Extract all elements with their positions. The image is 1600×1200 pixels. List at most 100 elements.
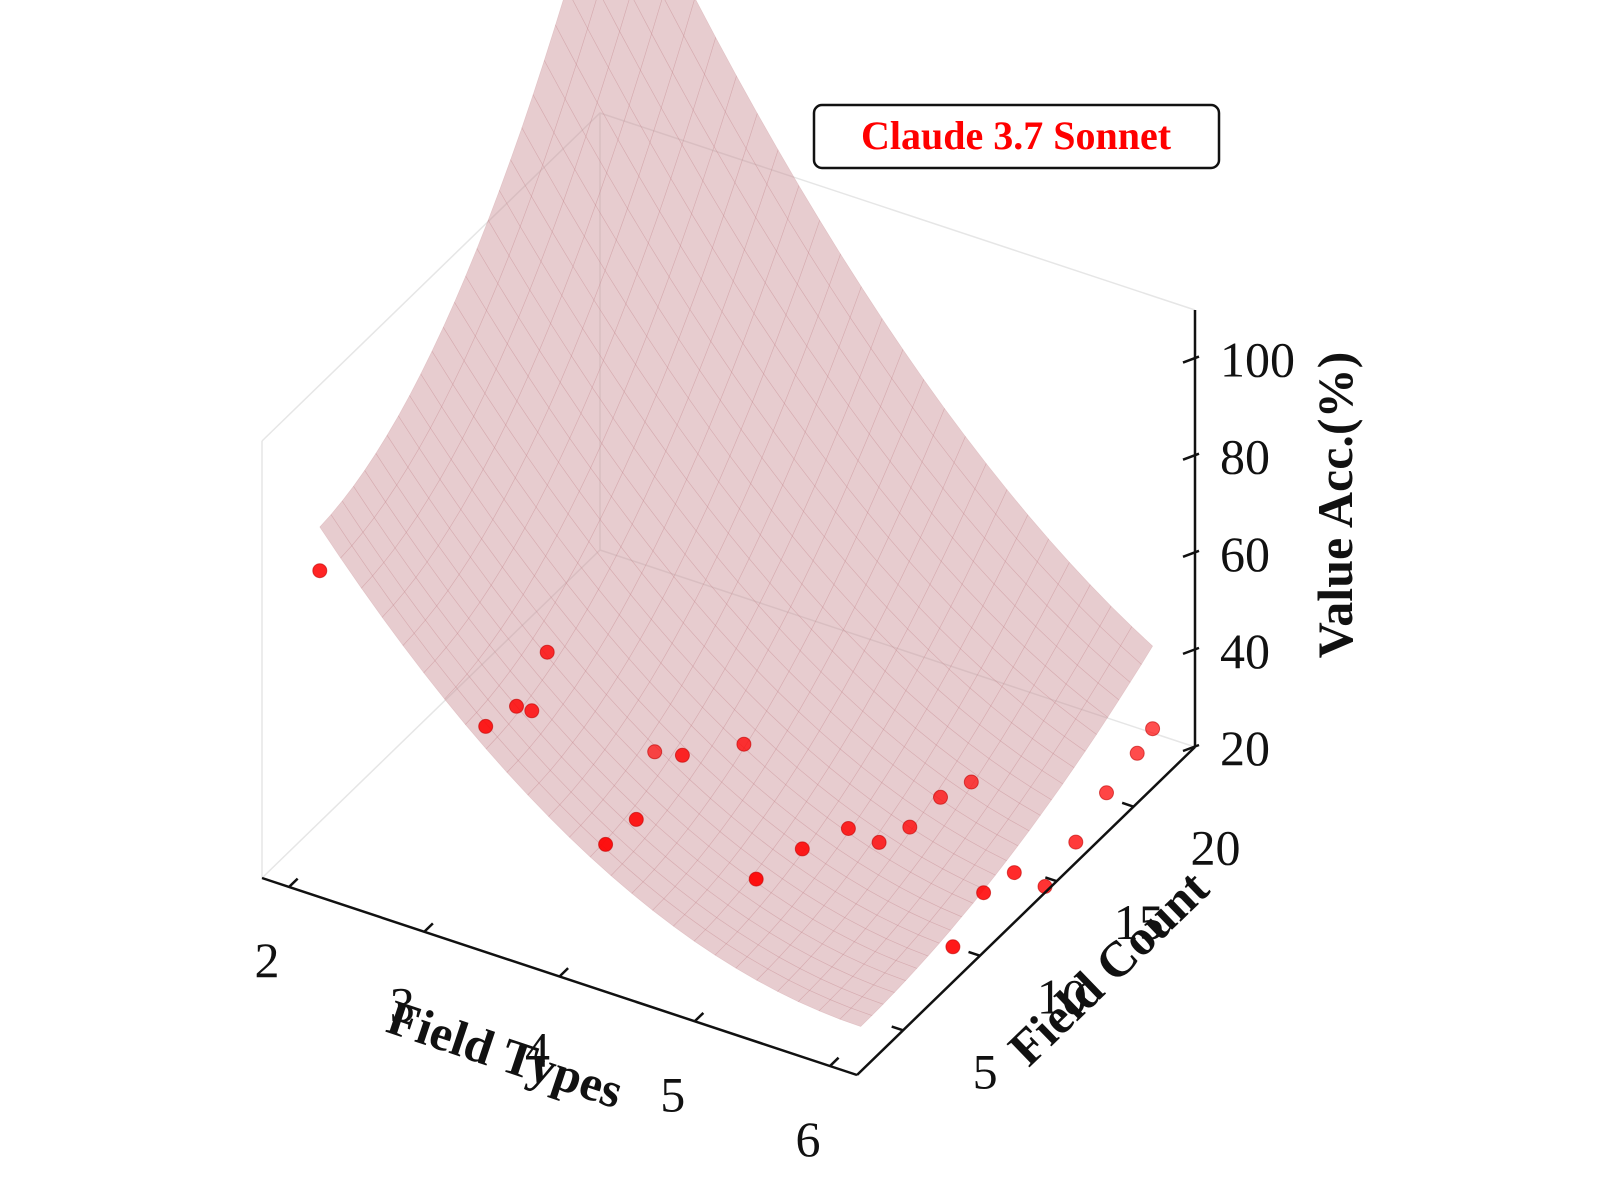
surface-patch	[791, 510, 825, 562]
y-tick-label: 20	[1191, 820, 1241, 876]
surface-patch	[497, 723, 530, 761]
surface-patch	[644, 394, 678, 452]
surface-patch	[865, 914, 899, 940]
surface-patch	[702, 687, 735, 729]
surface-patch	[673, 553, 707, 603]
surface-patch	[495, 343, 529, 402]
surface-patch	[373, 501, 407, 549]
surface-patch	[761, 430, 795, 486]
surface-patch	[649, 107, 683, 180]
surface-patch	[754, 710, 788, 750]
surface-patch	[852, 963, 886, 986]
surface-patch	[577, 541, 611, 590]
surface-patch	[652, 527, 686, 578]
surface-patch	[640, 32, 673, 109]
surface-patch	[527, 782, 561, 817]
surface-patch	[931, 487, 965, 539]
surface-patch	[855, 889, 889, 916]
surface-patch	[596, 633, 630, 678]
surface-patch	[796, 748, 830, 786]
surface-patch	[742, 783, 775, 819]
surface-patch	[996, 818, 1030, 847]
surface-patch	[672, 34, 705, 111]
data-point-6	[628, 811, 644, 827]
surface-patch	[361, 575, 394, 618]
surface-patch	[767, 956, 801, 981]
surface-patch	[524, 506, 558, 557]
surface-patch	[604, 239, 638, 305]
surface-patch	[921, 841, 955, 870]
surface-patch	[594, 694, 628, 735]
surface-patch	[857, 433, 891, 488]
surface-patch	[670, 143, 704, 215]
surface-patch	[583, 710, 617, 751]
surface-patch	[574, 135, 608, 206]
surface-patch	[393, 591, 426, 634]
surface-patch	[441, 383, 475, 440]
surface-patch	[572, 726, 606, 765]
surface-patch	[622, 447, 655, 502]
surface-patch	[796, 252, 830, 317]
surface-patch	[541, 663, 575, 705]
surface-patch	[884, 649, 918, 691]
surface-patch	[886, 584, 920, 630]
surface-patch	[818, 999, 852, 1020]
surface-patch	[675, 478, 708, 532]
surface-patch	[974, 463, 1008, 515]
surface-patch	[587, 0, 620, 69]
z-tick-mark	[1182, 355, 1200, 364]
surface-patch	[934, 778, 968, 811]
surface-patch	[663, 503, 697, 555]
surface-patch	[698, 797, 732, 833]
surface-patch	[769, 559, 803, 608]
surface-patch	[939, 605, 972, 650]
surface-patch	[540, 719, 574, 758]
surface-patch	[1022, 684, 1056, 722]
surface-patch	[988, 740, 1022, 774]
surface-patch	[804, 833, 838, 865]
surface-patch	[585, 101, 619, 174]
surface-patch	[876, 900, 910, 926]
surface-patch	[831, 628, 865, 673]
surface-patch	[690, 706, 724, 747]
surface-patch	[766, 149, 800, 220]
surface-patch	[906, 934, 940, 957]
surface-patch	[732, 747, 766, 785]
surface-patch	[468, 601, 502, 646]
surface-patch	[858, 799, 892, 832]
top-back-edges	[261, 112, 1196, 442]
surface-patch	[860, 747, 894, 784]
surface-patch	[611, 471, 644, 525]
surface-patch	[634, 790, 668, 826]
surface-patch	[744, 216, 777, 284]
surface-patch	[582, 299, 616, 362]
surface-patch	[771, 484, 804, 537]
surface-patch	[513, 527, 546, 577]
surface-patch	[684, 902, 718, 930]
surface-patch	[452, 360, 486, 418]
surface-patch	[780, 906, 814, 933]
surface-patch	[900, 406, 934, 463]
data-points	[312, 563, 1161, 955]
surface-patch	[415, 561, 449, 607]
surface-patch	[810, 943, 844, 968]
surface-patch	[514, 454, 548, 508]
surface-patch	[764, 250, 798, 316]
y-tick-label: 5	[973, 1043, 998, 1099]
surface-patch	[870, 782, 904, 816]
surface-patch	[609, 546, 643, 595]
surface-patch	[1041, 753, 1075, 785]
data-point-11	[736, 736, 752, 752]
surface-patch	[617, 658, 651, 701]
surface-patch	[650, 597, 684, 644]
surface-patch	[1097, 664, 1131, 701]
y-tick-mark	[1121, 801, 1134, 808]
surface-patch	[539, 322, 572, 383]
surface-patch	[883, 709, 916, 748]
surface-patch	[699, 340, 732, 401]
surface-patch	[615, 716, 649, 756]
surface-patch	[548, 381, 582, 439]
surface-patch	[719, 815, 753, 849]
surface-patch	[618, 593, 652, 640]
surface-patch	[606, 138, 640, 210]
